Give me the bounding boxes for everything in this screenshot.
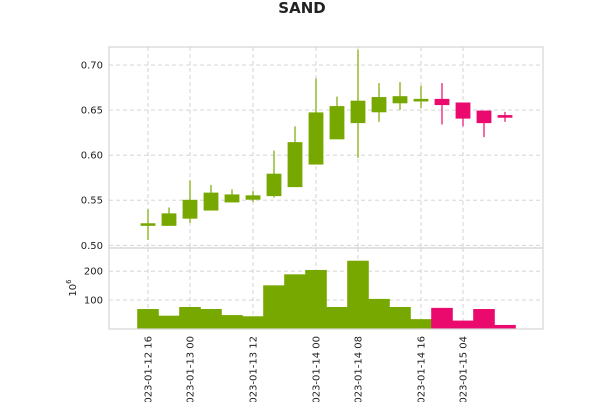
volume-bar <box>221 315 243 330</box>
volume-bar <box>179 307 201 330</box>
volume-bar <box>242 316 264 330</box>
volume-bar <box>305 269 327 330</box>
candle-body <box>476 110 492 124</box>
price-tick-label: 0.65 <box>81 106 103 117</box>
price-tick-label: 0.55 <box>81 196 103 207</box>
volume-bar <box>200 309 222 330</box>
volume-panel: 100 200 106 <box>65 247 544 330</box>
candle-body <box>140 223 156 226</box>
volume-tick-label: 100 <box>84 296 103 307</box>
candle-body <box>182 199 198 219</box>
candle-body <box>350 100 366 124</box>
x-tick-label: 023-01-12 16 <box>144 336 155 402</box>
price-tick-label: 0.50 <box>81 241 103 252</box>
volume-bar <box>347 260 369 330</box>
x-tick-label: 023-01-14 16 <box>417 336 428 402</box>
price-tick-label: 0.70 <box>81 61 103 72</box>
price-panel: 0.50 0.55 0.60 0.65 0.70 <box>81 46 544 252</box>
x-tick-label: 023-01-14 08 <box>354 336 365 402</box>
volume-bar <box>158 315 180 330</box>
volume-axis-label: 106 <box>65 279 79 297</box>
candle-body <box>287 142 303 188</box>
volume-bar <box>473 309 495 330</box>
candle-body <box>224 194 240 203</box>
candle-body <box>413 98 429 102</box>
volume-bar <box>452 320 474 330</box>
volume-bar <box>431 307 453 330</box>
candle-body <box>497 115 513 118</box>
candle-body <box>203 192 219 211</box>
volume-bar <box>389 307 411 330</box>
candle-body <box>245 195 261 200</box>
candle-body <box>434 98 450 106</box>
candle-body <box>371 97 387 113</box>
x-axis: 023-01-12 16 023-01-13 00 023-01-13 12 023-… <box>144 336 470 402</box>
volume-panel-frame <box>108 247 544 330</box>
volume-bar <box>410 319 432 330</box>
x-tick-label: 023-01-14 00 <box>312 336 323 402</box>
chart-title: SAND <box>278 0 325 17</box>
volume-bar <box>284 274 306 330</box>
candle-body <box>266 173 282 197</box>
candle-body <box>329 106 345 140</box>
x-tick-label: 023-01-13 00 <box>186 336 197 402</box>
volume-bar <box>326 307 348 330</box>
volume-bar <box>137 309 159 330</box>
volume-tick-label: 200 <box>84 267 103 278</box>
candle-body <box>392 96 408 104</box>
volume-bar <box>263 285 285 330</box>
candle-body <box>455 102 471 119</box>
candle-body <box>308 112 324 165</box>
volume-bar <box>368 298 390 330</box>
candle-body <box>161 213 177 226</box>
x-tick-label: 023-01-13 12 <box>249 336 260 402</box>
price-tick-label: 0.60 <box>81 151 103 162</box>
x-tick-label: 023-01-15 04 <box>459 336 470 402</box>
